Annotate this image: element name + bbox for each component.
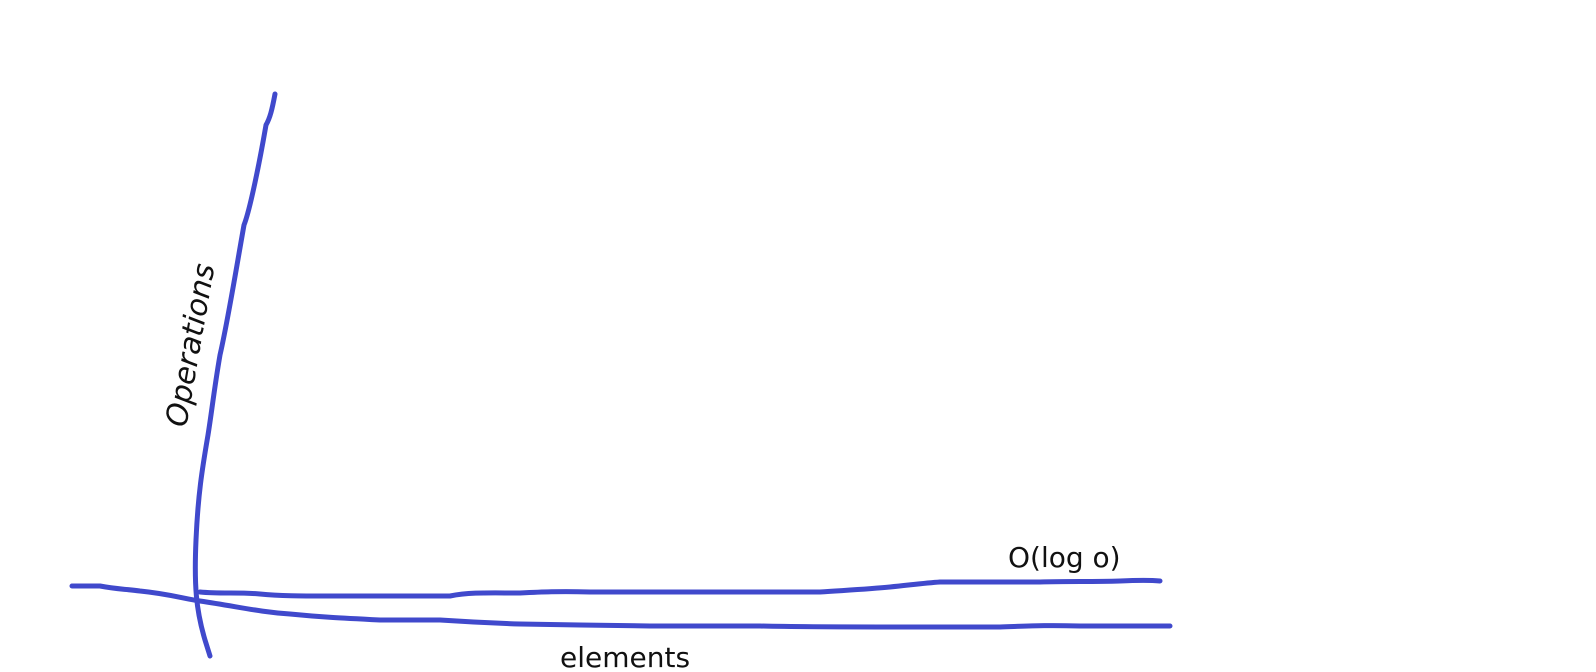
log-curve-line <box>200 580 1160 596</box>
log-curve-label: O(log o) <box>1008 541 1121 574</box>
y-axis-line <box>195 94 275 656</box>
x-axis-label: elements <box>560 641 690 672</box>
